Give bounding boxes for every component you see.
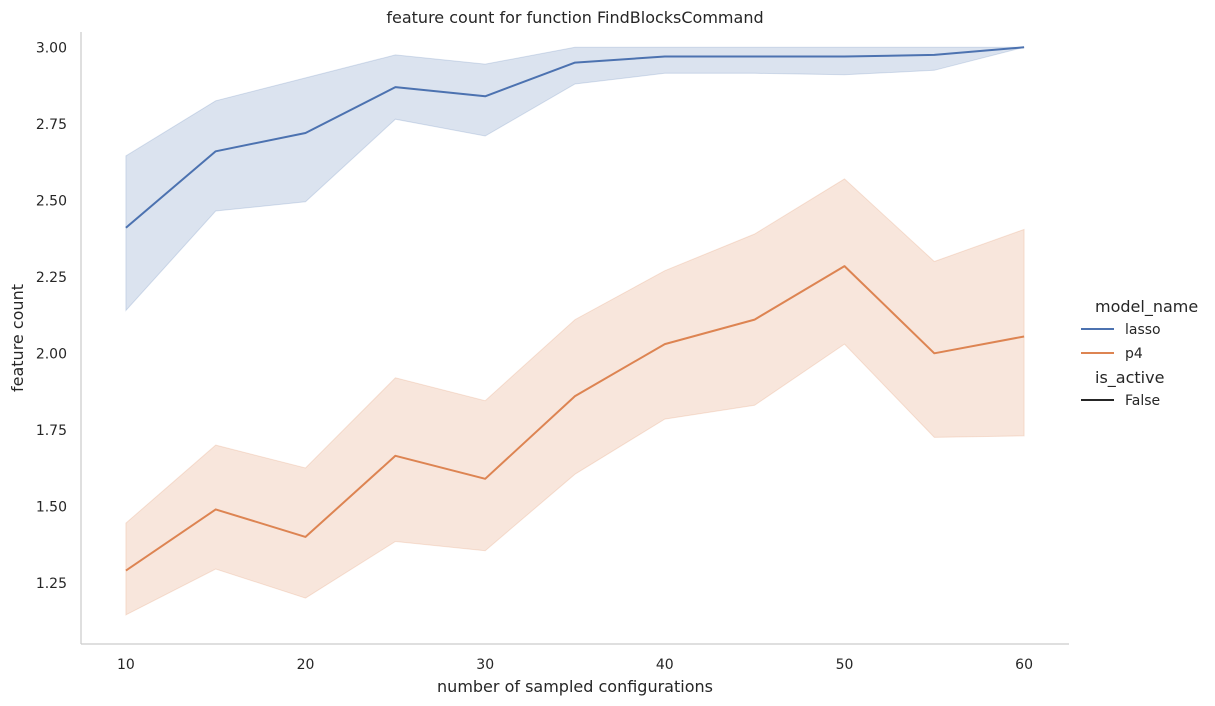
series-line-lasso: [125, 46, 1025, 229]
x-tick-label: 40: [656, 657, 674, 673]
y-tick-label: 2.75: [36, 117, 67, 133]
y-tick-label: 1.50: [36, 499, 67, 515]
x-tick-label: 50: [836, 657, 854, 673]
x-tick-label: 60: [1015, 657, 1033, 673]
legend-hue-title: model_name: [1095, 297, 1198, 317]
x-tick-label: 30: [476, 657, 494, 673]
x-tick-label: 10: [117, 657, 135, 673]
legend-label-p4: p4: [1125, 346, 1143, 362]
legend: model_name lasso p4 is_active False: [1081, 297, 1198, 409]
y-tick-label: 3.00: [36, 40, 67, 56]
x-tick-labels: 10 20 30 40 50 60: [117, 657, 1033, 673]
y-tick-label: 2.50: [36, 193, 67, 209]
legend-label-lasso: lasso: [1125, 322, 1161, 338]
series-lines: [125, 46, 1025, 572]
y-tick-label: 2.25: [36, 270, 67, 286]
x-tick-label: 20: [297, 657, 315, 673]
y-tick-label: 1.25: [36, 576, 67, 592]
y-tick-label: 2.00: [36, 346, 67, 362]
y-tick-labels: 1.25 1.50 1.75 2.00 2.25 2.50 2.75 3.00: [36, 40, 67, 592]
x-axis-title: number of sampled configurations: [437, 677, 713, 696]
y-tick-label: 1.75: [36, 423, 67, 439]
confidence-bands: [125, 46, 1025, 616]
legend-style-title: is_active: [1095, 368, 1164, 388]
legend-label-false: False: [1125, 393, 1160, 409]
series-line-p4: [125, 265, 1025, 572]
y-axis-title: feature count: [8, 284, 27, 392]
ci-band-lasso: [125, 46, 1025, 312]
chart-title: feature count for function FindBlocksCom…: [386, 8, 763, 27]
